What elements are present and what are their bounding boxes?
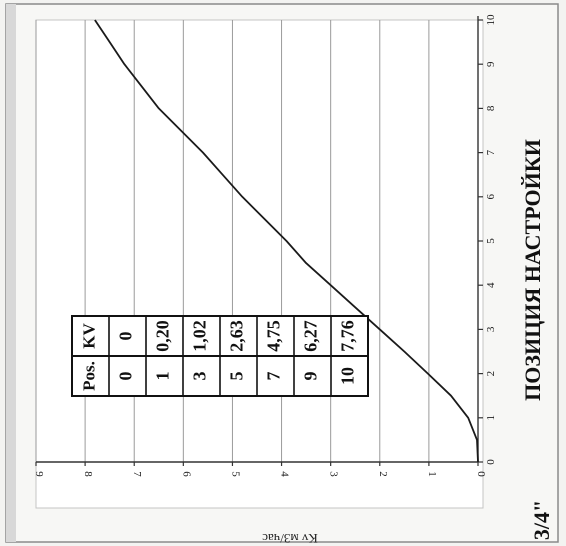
x-tick-label: 7 — [485, 149, 497, 155]
series-line — [94, 19, 479, 463]
table-cell: 4,75 — [264, 320, 284, 352]
y-axis-title: Kv м3/час — [262, 531, 318, 546]
y-tick-label: 4 — [279, 471, 291, 477]
y-tick-label: 0 — [475, 471, 487, 477]
table-cell: 0 — [116, 332, 136, 341]
y-tick-label: 2 — [377, 471, 389, 477]
x-tick-label: 3 — [485, 326, 497, 332]
table-cell: 7 — [264, 372, 284, 381]
x-tick-label: 5 — [485, 238, 497, 244]
table-cell: 7,76 — [338, 320, 358, 352]
x-tick-labels: 0 1 2 3 4 5 6 7 8 9 10 — [485, 14, 497, 465]
table-cell: 5 — [227, 372, 247, 381]
table-cell: 9 — [301, 372, 321, 381]
table-cell: 6,27 — [301, 320, 321, 352]
table-header-cell: KV — [79, 323, 98, 349]
y-tick-label: 5 — [229, 471, 241, 477]
y-tick-label: 6 — [180, 471, 192, 477]
table-header-cell: Pos. — [79, 361, 98, 391]
left-edge-strip — [6, 4, 16, 542]
x-tick-label: 0 — [485, 459, 497, 465]
y-tick-label: 8 — [82, 471, 94, 477]
x-tick-label: 1 — [485, 415, 497, 421]
pipe-size-label: 3/4" — [529, 500, 554, 540]
data-table: KV Pos. 0 0 0,20 1 1,02 3 2,63 5 4,75 7 6,27 9 7,76 10 — [71, 315, 369, 397]
table-cell: 0,20 — [153, 320, 173, 352]
x-axis-title: ПОЗИЦИЯ НАСТРОЙКИ — [520, 139, 545, 401]
table-cell: 0 — [116, 372, 136, 381]
x-tick-label: 2 — [485, 371, 497, 377]
x-tick-label: 8 — [485, 105, 497, 111]
y-tick-labels: 0 1 2 3 4 5 6 7 8 9 — [33, 471, 487, 477]
y-tick-label: 9 — [33, 471, 45, 477]
series-lines — [94, 19, 479, 463]
x-tick-label: 4 — [485, 282, 497, 288]
table-cell: 10 — [338, 367, 358, 385]
table-cell: 1 — [153, 372, 173, 381]
x-tick-label: 9 — [485, 61, 497, 67]
table-cell: 3 — [190, 372, 210, 381]
y-tick-label: 1 — [426, 471, 438, 477]
x-tick-label: 10 — [485, 14, 497, 26]
y-tick-label: 7 — [131, 471, 143, 477]
axes — [35, 16, 483, 466]
x-tick-label: 6 — [485, 194, 497, 200]
table-cell: 1,02 — [190, 320, 210, 352]
table-cell: 2,63 — [227, 320, 247, 352]
y-tick-label: 3 — [328, 471, 340, 477]
plot-area — [35, 19, 484, 509]
